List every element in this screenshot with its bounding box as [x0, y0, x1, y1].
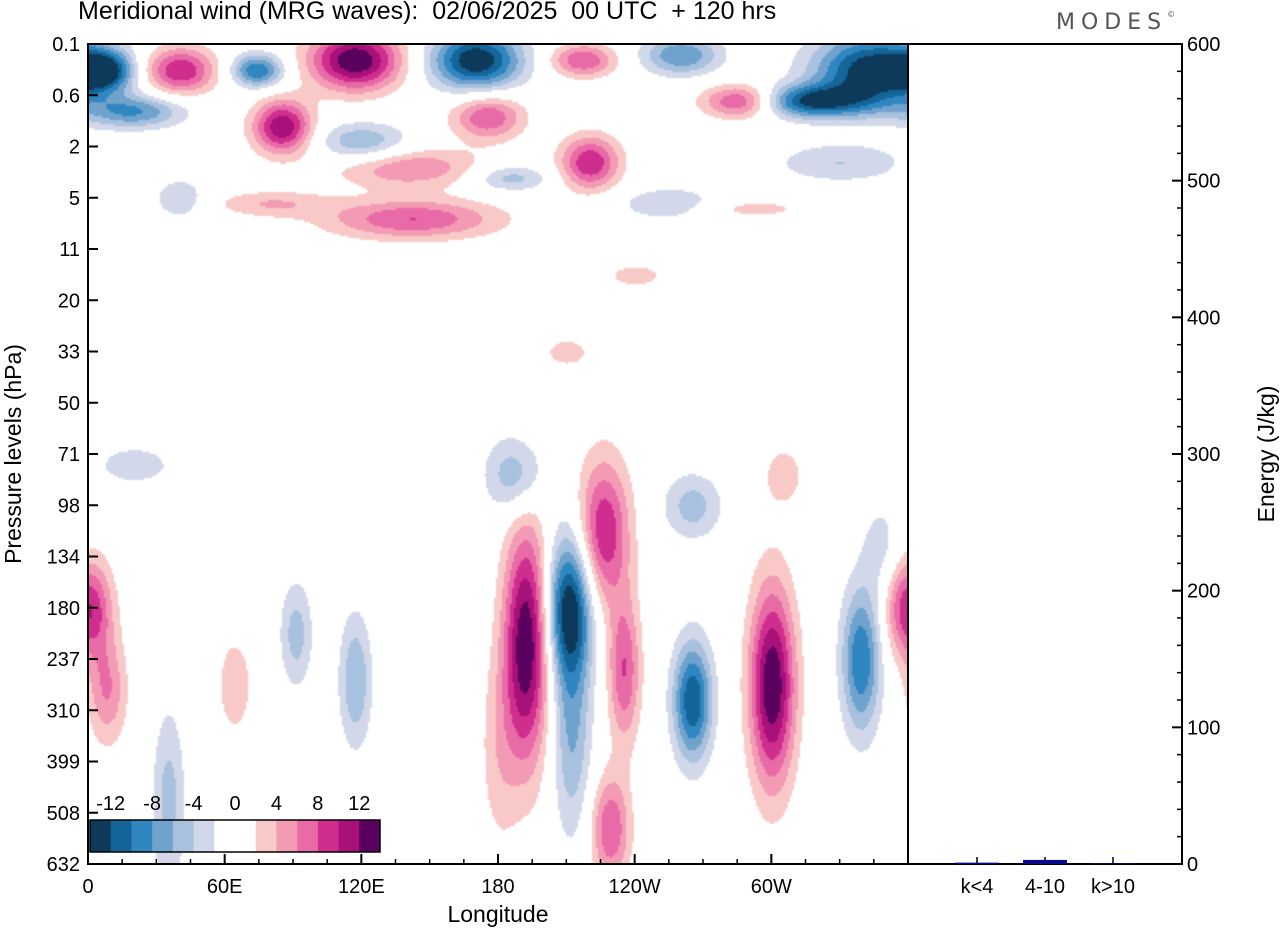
y-tick-label: 20 [58, 290, 80, 312]
colorbar-label: -8 [143, 793, 161, 815]
y-tick-label: 11 [59, 239, 80, 261]
energy-frame [907, 43, 1183, 865]
energy-bar [955, 862, 999, 864]
y-tick-label: 399 [47, 752, 80, 774]
colorbar-label: 12 [348, 793, 370, 815]
x-tick-label: 60W [751, 876, 792, 898]
colorbar-swatch [214, 820, 236, 852]
colorbar-swatch [255, 820, 277, 852]
colorbar-frame [89, 819, 381, 853]
x-tick-label: 120E [338, 876, 385, 898]
colorbar-swatch [90, 820, 112, 852]
colorbar-label: -12 [96, 793, 125, 815]
y-tick-label: 2 [69, 137, 80, 159]
colorbar-label: -4 [185, 793, 203, 815]
x-tick-label: 120W [609, 876, 661, 898]
modes-logo: MODES© [1056, 10, 1176, 35]
energy-tick-label: 400 [1187, 307, 1220, 329]
y-tick-label: 508 [47, 803, 80, 825]
y-tick-label: 180 [47, 598, 80, 620]
energy-bar [1091, 863, 1135, 864]
x-tick-label: 180 [481, 876, 514, 898]
y-axis-title: Pressure levels (hPa) [0, 344, 26, 564]
energy-tick-label: 100 [1187, 717, 1220, 739]
heatmap-field [88, 44, 908, 864]
energy-tick-label: 200 [1187, 581, 1220, 603]
energy-cat-label: k<4 [961, 876, 994, 898]
energy-cat-label: 4-10 [1025, 876, 1065, 898]
x-axis-title: Longitude [447, 901, 548, 927]
colorbar-label: 8 [312, 793, 323, 815]
y-tick-label: 237 [47, 649, 80, 671]
y-tick-label: 71 [58, 444, 80, 466]
y-tick-label: 5 [69, 188, 80, 210]
energy-tick-label: 300 [1187, 444, 1220, 466]
colorbar-swatch [152, 820, 174, 852]
energy-bar [1023, 859, 1067, 864]
colorbar-swatch [317, 820, 340, 852]
energy-tick-label: 500 [1187, 171, 1220, 193]
energy-axis-title: Energy (J/kg) [1253, 386, 1279, 523]
y-tick-label: 98 [58, 495, 80, 517]
colorbar-swatch [338, 820, 360, 852]
x-tick-label: 60E [207, 876, 243, 898]
colorbar-swatch [359, 820, 381, 852]
colorbar-label: 4 [271, 793, 282, 815]
y-tick-label: 632 [47, 854, 80, 876]
colorbar-swatch [193, 820, 215, 852]
y-tick-label: 33 [58, 342, 80, 364]
y-tick-label: 134 [47, 547, 80, 569]
colorbar-label: 0 [229, 793, 240, 815]
energy-tick-label: 600 [1187, 34, 1220, 56]
y-tick-label: 50 [58, 393, 80, 415]
colorbar-swatch [172, 820, 195, 852]
colorbar-swatch [276, 820, 298, 852]
colorbar: -12 -8 -4 0 4 8 12 [89, 793, 381, 853]
colorbar-swatch [131, 820, 153, 852]
colorbar-swatch [110, 820, 132, 852]
y-tick-label: 0.1 [52, 34, 80, 56]
x-tick-label: 0 [82, 876, 93, 898]
colorbar-swatch [297, 820, 319, 852]
energy-cat-label: k>10 [1091, 876, 1135, 898]
y-tick-label: 0.6 [52, 85, 80, 107]
energy-panel: 0 100 200 300 400 500 600 Energy (J/kg) k<4 4-10 k… [907, 34, 1279, 898]
energy-tick-label: 0 [1187, 854, 1198, 876]
heatmap [88, 44, 908, 864]
y-tick-label: 310 [47, 700, 80, 722]
colorbar-swatch [235, 820, 257, 852]
chart-title: Meridional wind (MRG waves): 02/06/2025 … [78, 0, 777, 25]
